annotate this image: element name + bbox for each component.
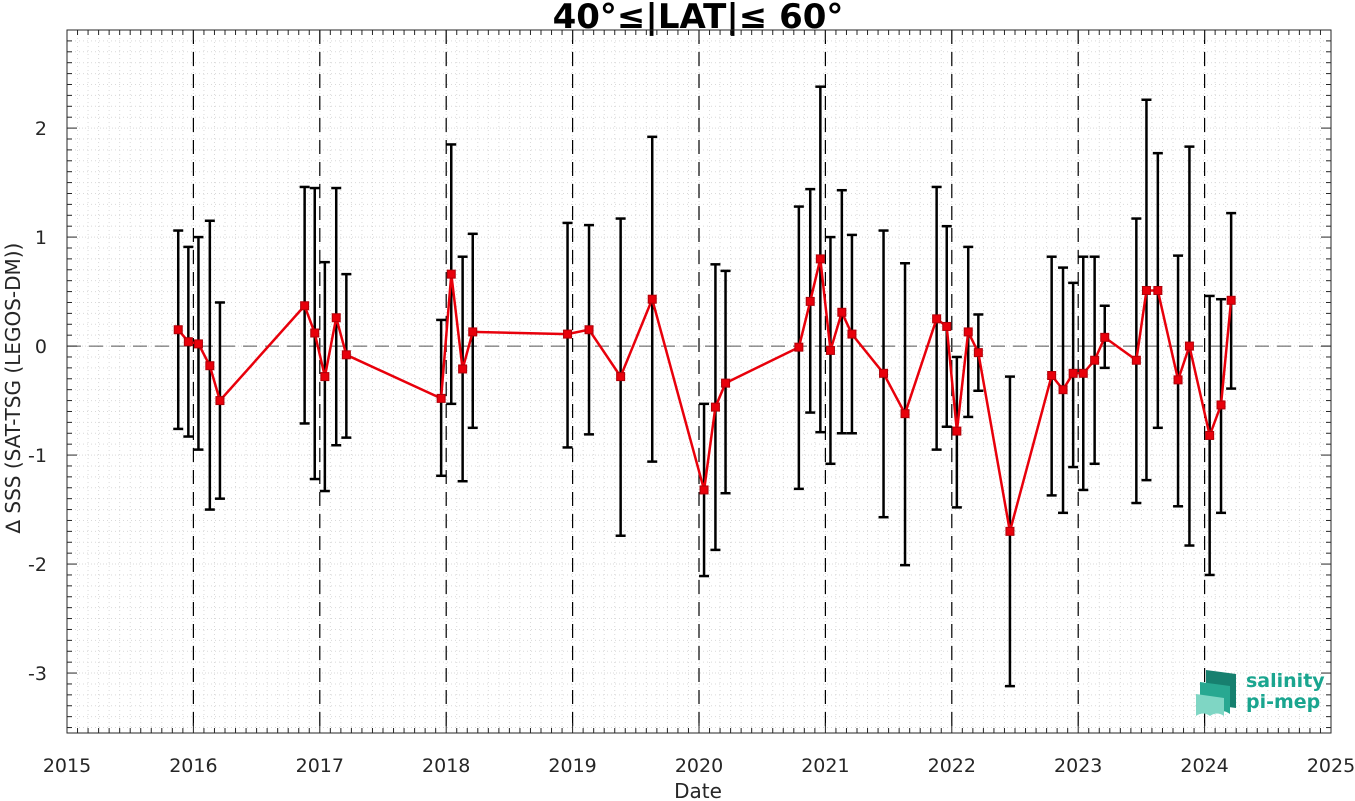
data-point <box>310 328 320 338</box>
y-tick-labels: -3 -2 -1 0 1 2 <box>28 118 47 685</box>
data-point <box>721 378 731 388</box>
data-point <box>183 337 193 347</box>
data-point <box>215 396 225 406</box>
data-point <box>320 372 330 382</box>
y-tick-label: 0 <box>35 336 47 358</box>
data-point <box>458 364 468 374</box>
data-point <box>1184 341 1194 351</box>
data-point <box>952 426 962 436</box>
y-tick-label: -2 <box>28 554 47 576</box>
x-tick-label: 2016 <box>169 755 217 777</box>
data-point <box>794 342 804 352</box>
data-point <box>900 409 910 419</box>
data-point <box>1100 332 1110 342</box>
x-tick-label: 2022 <box>928 755 976 777</box>
data-point <box>847 329 857 339</box>
data-point <box>1068 368 1078 378</box>
data-point <box>1058 385 1068 395</box>
data-point <box>616 372 626 382</box>
data-point <box>341 350 351 360</box>
data-point <box>942 321 952 331</box>
data-point <box>1141 285 1151 295</box>
data-point <box>1078 368 1088 378</box>
data-point <box>837 307 847 317</box>
logo-waves-icon <box>1196 670 1236 716</box>
data-point <box>932 314 942 324</box>
data-point <box>1226 295 1236 305</box>
data-point <box>205 361 215 371</box>
year-boundary-lines <box>192 30 1206 733</box>
data-point <box>699 485 709 495</box>
data-point <box>1205 430 1215 440</box>
chart-title: 40°≤|LAT|≤ 60° <box>553 0 844 37</box>
data-point <box>1153 285 1163 295</box>
data-point <box>584 325 594 335</box>
x-tick-label: 2018 <box>422 755 470 777</box>
logo-line2: pi-mep <box>1246 691 1320 713</box>
x-axis-label: Date <box>674 779 722 801</box>
x-tick-label: 2021 <box>801 755 849 777</box>
data-point <box>1216 400 1226 410</box>
y-tick-label: 1 <box>35 227 47 249</box>
data-point <box>963 327 973 337</box>
data-point <box>446 269 456 279</box>
data-point <box>647 294 657 304</box>
y-tick-label: -3 <box>28 663 47 685</box>
data-point <box>825 345 835 355</box>
data-point <box>879 368 889 378</box>
data-point <box>805 296 815 306</box>
data-point <box>1047 371 1057 381</box>
x-tick-label: 2017 <box>296 755 344 777</box>
data-point <box>1173 375 1183 385</box>
logo-line1: salinity <box>1246 670 1325 692</box>
data-point <box>710 402 720 412</box>
x-tick-label: 2019 <box>548 755 596 777</box>
error-bars <box>173 85 1237 688</box>
y-tick-label: 2 <box>35 118 47 140</box>
x-tick-labels: 2015 2016 2017 2018 2019 2020 2021 2022 2023 2024… <box>43 755 1355 777</box>
data-point <box>193 339 203 349</box>
x-tick-label: 2025 <box>1307 755 1355 777</box>
data-point <box>331 313 341 323</box>
x-tick-label: 2020 <box>675 755 723 777</box>
data-point <box>173 325 183 335</box>
data-point <box>973 348 983 358</box>
x-tick-label: 2015 <box>43 755 91 777</box>
y-tick-label: -1 <box>28 445 47 467</box>
data-point <box>815 254 825 264</box>
x-tick-label: 2024 <box>1180 755 1228 777</box>
data-point <box>1005 526 1015 536</box>
data-point <box>1131 355 1141 365</box>
y-axis-label: ∆ SSS (SAT-TSG (LEGOS-DM)) <box>1 243 25 535</box>
axis-ticks <box>66 29 1332 733</box>
x-tick-label: 2023 <box>1054 755 1102 777</box>
data-point <box>300 301 310 311</box>
data-point <box>563 329 573 339</box>
salinity-pimep-logo: salinity pi-mep <box>1196 670 1325 716</box>
series-markers <box>173 254 1236 536</box>
data-point <box>468 327 478 337</box>
data-point <box>436 393 446 403</box>
data-point <box>1090 355 1100 365</box>
